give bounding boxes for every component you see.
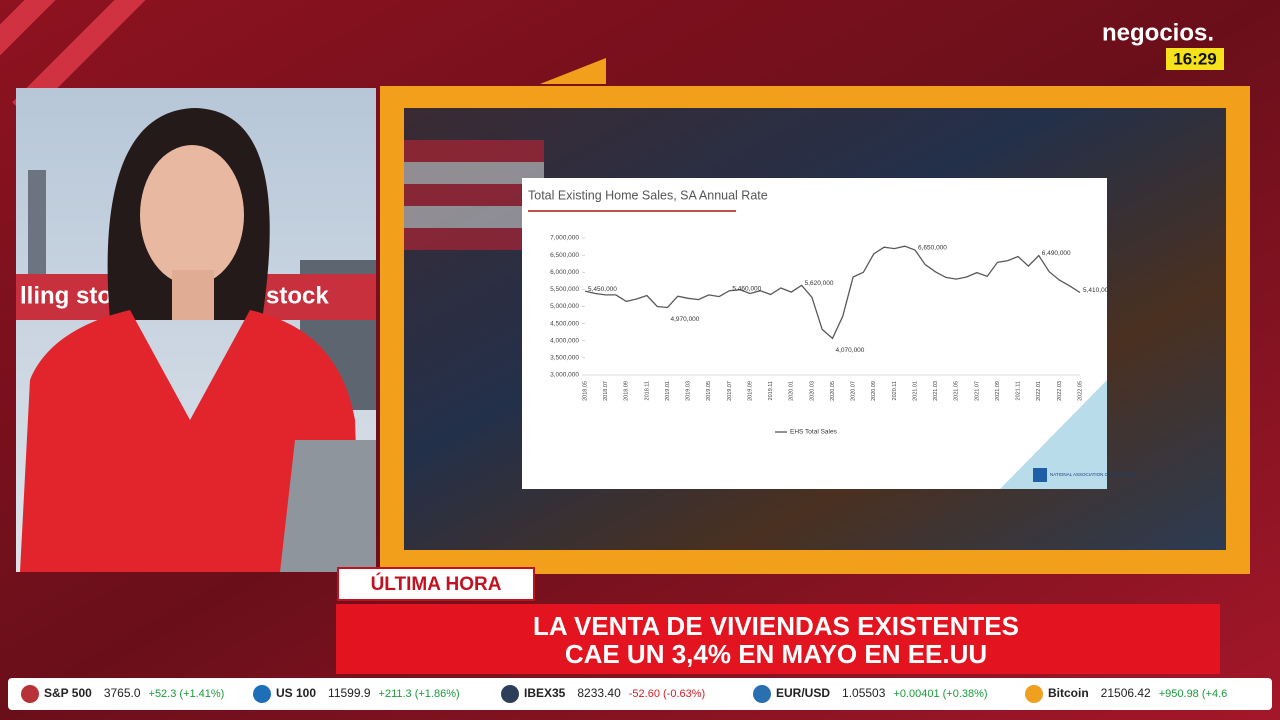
ticker-icon <box>253 685 271 703</box>
tag: ÚLTIMA HORA <box>371 573 502 595</box>
x-tick-label: 2018.11 <box>644 381 650 400</box>
laptop <box>280 440 376 572</box>
x-tick-label: 2018.05 <box>582 381 588 401</box>
data-label: 6,490,000 <box>1042 250 1071 257</box>
y-tick-label: 6,500,000 <box>550 252 579 259</box>
x-tick-label: 2022.03 <box>1057 381 1063 401</box>
y-tick-label: 6,000,000 <box>550 269 579 276</box>
x-tick-label: 2020.11 <box>892 381 898 400</box>
x-tick-label: 2020.03 <box>809 381 815 401</box>
x-tick-label: 2021.11 <box>1016 381 1022 400</box>
ticker-price: 8233.40 <box>577 686 621 700</box>
headline: LA VENTA DE VIVIENDAS EXISTENTES <box>533 611 1019 641</box>
series-line <box>584 245 1081 340</box>
brand: negocios. <box>1102 19 1214 46</box>
x-tick-label: 2018.07 <box>603 381 609 401</box>
x-tick-label: 2021.09 <box>995 381 1001 401</box>
ticker-icon <box>21 685 39 703</box>
neck <box>172 270 214 320</box>
x-tick-label: 2020.07 <box>851 381 857 401</box>
x-tick-label: 2019.01 <box>665 381 671 401</box>
y-tick-label: 3,500,000 <box>550 355 579 362</box>
x-tick-label: 2021.05 <box>954 381 960 401</box>
x-tick-label: 2020.01 <box>789 381 795 401</box>
ticker-price: 1.05503 <box>842 686 886 700</box>
ticker-price: 3765.0 <box>104 686 141 700</box>
x-tick-label: 2021.03 <box>933 381 939 401</box>
face <box>140 145 244 285</box>
ticker-name: US 100 <box>276 686 316 700</box>
ticker-change: +0.00401 (+0.38%) <box>893 688 987 700</box>
ticker-icon <box>1025 685 1043 703</box>
ticker-price: 11599.9 <box>328 686 371 700</box>
flag <box>404 140 544 250</box>
card-corner <box>1000 380 1107 489</box>
ticker-name: IBEX35 <box>524 686 566 700</box>
x-tick-label: 2019.05 <box>706 381 712 401</box>
chart-card <box>522 178 1107 489</box>
accent <box>540 58 606 84</box>
ticker-change: +52.3 (+1.41%) <box>149 688 225 700</box>
x-tick-label: 2022.05 <box>1077 381 1083 401</box>
x-tick-label: 2019.11 <box>768 381 774 400</box>
y-tick-label: 7,000,000 <box>550 235 579 242</box>
ticker-name: EUR/USD <box>776 686 830 700</box>
ticker-price: 21506.42 <box>1101 686 1151 700</box>
data-label: 6,650,000 <box>918 245 947 252</box>
x-tick-label: 2020.05 <box>830 381 836 401</box>
ticker-icon <box>753 685 771 703</box>
x-tick-label: 2019.07 <box>727 381 733 401</box>
ticker-name: S&P 500 <box>44 686 92 700</box>
x-tick-label: 2021.07 <box>974 381 980 401</box>
x-tick-label: 2021.01 <box>912 381 918 401</box>
tag-box <box>337 567 535 601</box>
chart: 3,000,000 3,500,000 4,000,000 4,500,000 5,00… <box>550 235 1112 436</box>
x-tick-label: 2018.09 <box>624 381 630 401</box>
y-tick-label: 5,500,000 <box>550 286 579 293</box>
chart-title: Total Existing Home Sales, SA Annual Rat… <box>528 188 768 202</box>
data-label: 5,410,000 <box>1083 287 1112 294</box>
logo-mark <box>1033 468 1047 482</box>
ticker: S&P 500 3765.0 +52.3 (+1.41%) US 100 11599.9… <box>21 685 1227 703</box>
ticker-change: +211.3 (+1.86%) <box>379 688 460 700</box>
data-label: 5,620,000 <box>805 280 834 287</box>
data-label: 4,070,000 <box>836 347 865 354</box>
y-tick-label: 5,000,000 <box>550 303 579 310</box>
data-label: 5,450,000 <box>588 286 617 293</box>
y-tick-label: 4,000,000 <box>550 337 579 344</box>
ticker-name: Bitcoin <box>1048 686 1089 700</box>
x-tick-label: 2020.09 <box>871 381 877 401</box>
clock-box <box>1166 48 1224 70</box>
ticker-change: -52.60 (-0.63%) <box>629 688 705 700</box>
dress <box>20 310 360 572</box>
x-tick-label: 2019.03 <box>686 381 692 401</box>
ticker-change: +950.98 (+4.6 <box>1159 688 1228 700</box>
ticker-bar <box>8 678 1272 710</box>
ticker-icon <box>501 685 519 703</box>
x-tick-label: 2022.01 <box>1036 381 1042 401</box>
legend-label: EHS Total Sales <box>790 429 838 436</box>
source-logo: NATIONAL ASSOCIATION OF REALTORS <box>1050 472 1136 477</box>
data-label: 5,460,000 <box>732 285 761 292</box>
y-tick-label: 3,000,000 <box>550 372 579 379</box>
building <box>28 170 46 280</box>
data-label: 4,970,000 <box>671 316 700 323</box>
clock: 16:29 <box>1173 49 1216 68</box>
y-tick-label: 4,500,000 <box>550 320 579 327</box>
headline: CAE UN 3,4% EN MAYO EN EE.UU <box>565 639 987 669</box>
x-tick-label: 2019.09 <box>747 381 753 401</box>
headline-box <box>336 604 1220 674</box>
